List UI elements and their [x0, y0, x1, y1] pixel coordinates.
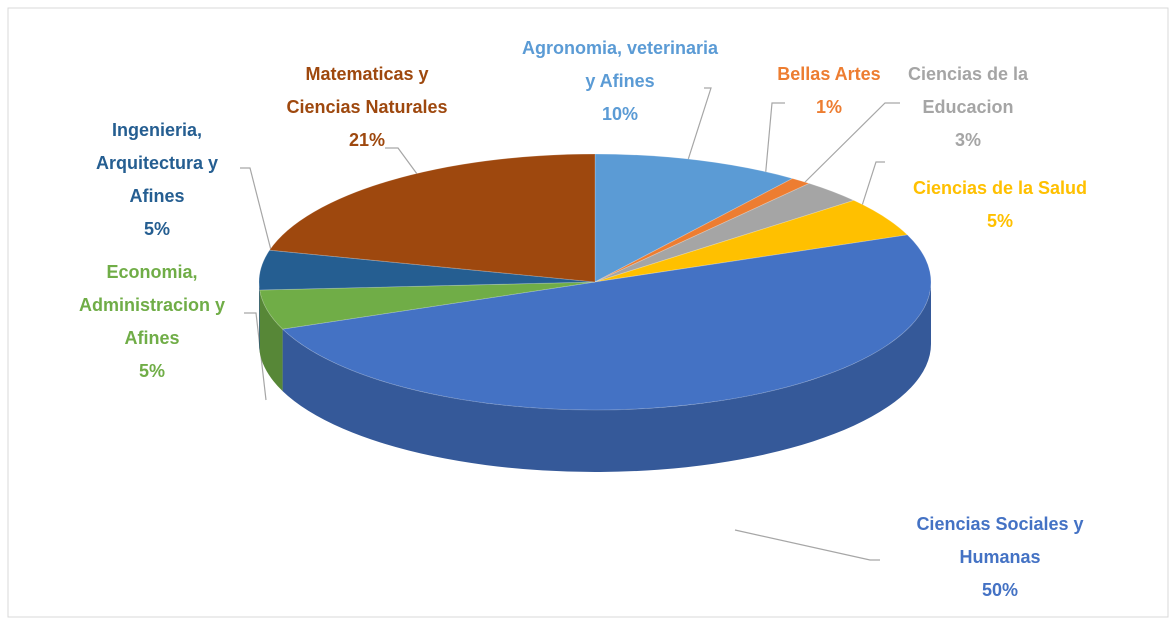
slice-label: Matematicas y Ciencias Naturales 21% — [286, 64, 448, 150]
slice — [258, 249, 596, 291]
leader-line — [240, 167, 275, 263]
leader-lines — [240, 87, 900, 561]
leader-line — [734, 529, 880, 561]
slice-label: Ciencias Sociales y Humanas 50% — [916, 514, 1084, 600]
leader-line — [679, 87, 712, 186]
slice-tops — [258, 153, 932, 411]
slice-sides — [259, 282, 932, 473]
slice-side — [259, 290, 283, 392]
slice — [281, 234, 932, 411]
slice-label: Ciencias de la Educacion 3% — [907, 64, 1029, 150]
slice-side — [282, 282, 932, 473]
chart-border — [7, 7, 1169, 618]
slice — [594, 199, 909, 283]
slice-label: Ingenieria, Arquitectura y Afines 5% — [95, 120, 219, 239]
slice — [259, 281, 596, 330]
slice-label: Economia, Administracion y Afines 5% — [78, 262, 226, 381]
slice-label: Ciencias de la Salud 5% — [912, 178, 1088, 231]
leader-line — [244, 312, 267, 401]
leader-line — [859, 161, 885, 213]
slice — [594, 182, 856, 283]
leader-line — [764, 102, 785, 181]
leader-line — [794, 102, 900, 193]
slice — [594, 153, 794, 283]
slice — [594, 178, 811, 283]
slice-label: Agronomia, veterinaria y Afines 10% — [521, 38, 719, 124]
slice-label: Bellas Artes 1% — [777, 64, 881, 117]
slice-side — [259, 282, 260, 353]
leader-line — [385, 147, 421, 179]
slice — [268, 153, 596, 283]
